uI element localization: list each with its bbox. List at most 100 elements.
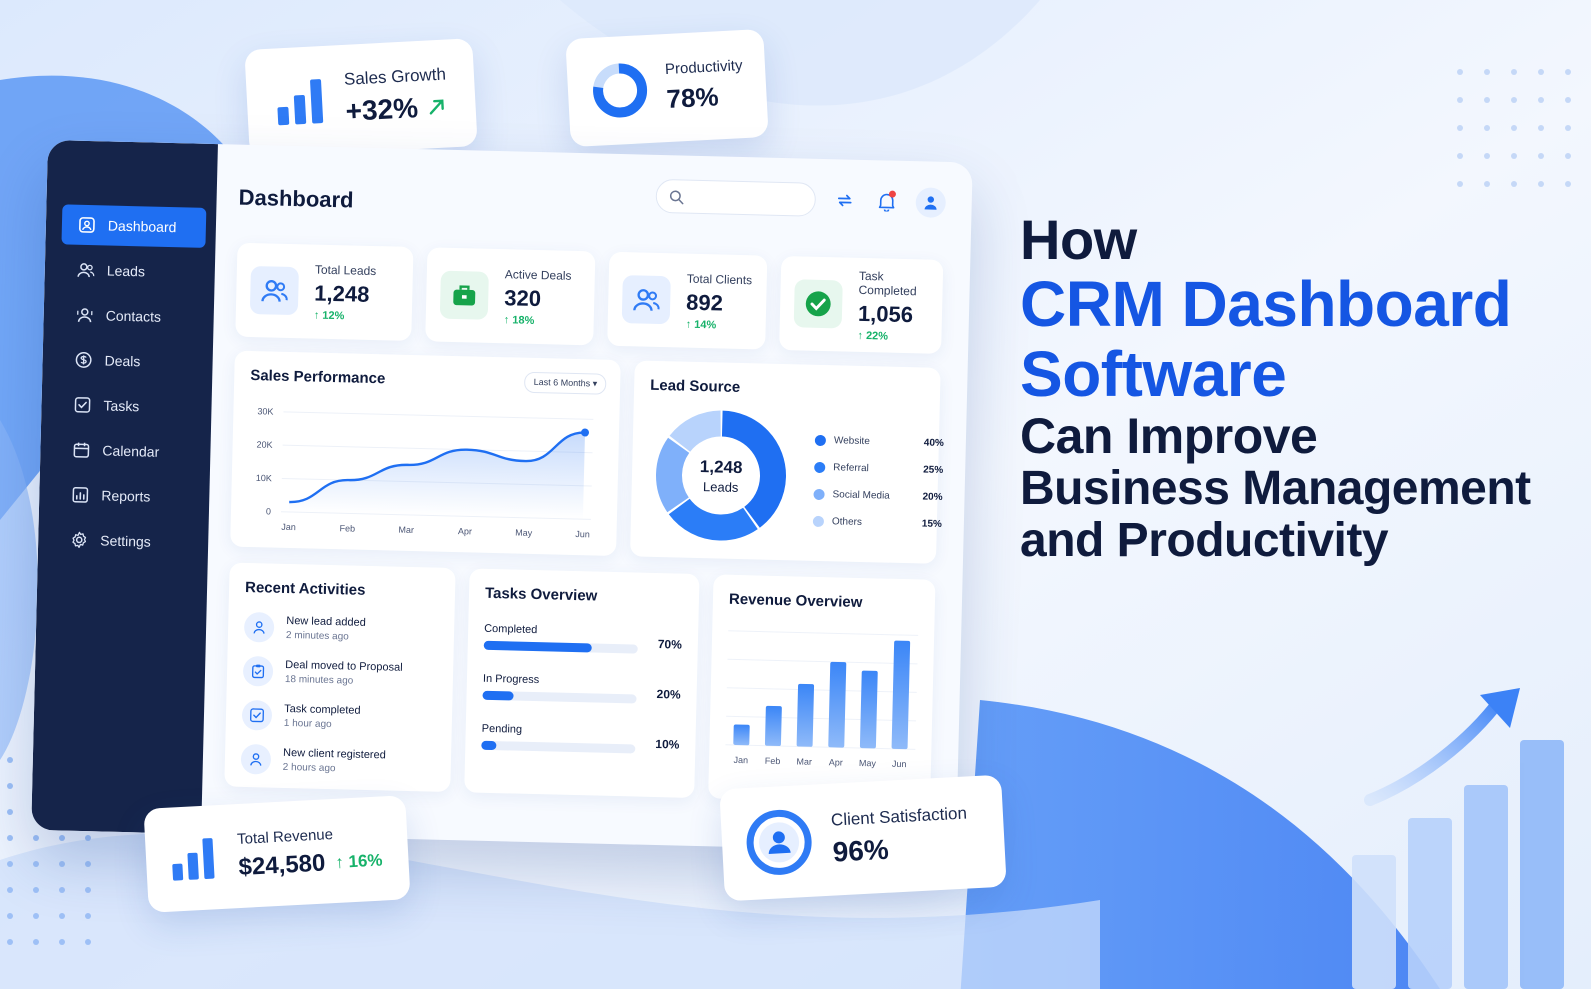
productivity-card: Productivity 78% <box>565 28 769 148</box>
sidebar-item-settings[interactable]: Settings <box>54 519 199 563</box>
client-satisfaction-label: Client Satisfaction <box>830 803 968 830</box>
kpi-card-active-deals[interactable]: Active Deals 320 ↑ 18% <box>425 247 596 346</box>
headline-line-4: Can Improve <box>1020 407 1318 464</box>
sidebar-item-leads[interactable]: Leads <box>60 249 205 293</box>
task-percent: 70% <box>657 637 683 652</box>
donut-icon <box>593 63 648 118</box>
top-bar <box>655 178 947 220</box>
sales-area-fill <box>288 432 586 520</box>
legend-label: Social Media <box>832 489 890 502</box>
productivity-value: 78% <box>665 81 720 115</box>
lead-source-card: Lead Source 1,248 Leads Website 40% Referr… <box>630 360 944 564</box>
sidebar-item-calendar[interactable]: Calendar <box>56 429 201 473</box>
checkbox-icon <box>74 397 91 413</box>
donut-center-label: Leads <box>702 478 739 495</box>
search-icon <box>669 189 684 204</box>
revenue-bar-jun[interactable] <box>891 640 911 750</box>
x-tick-label: Jan <box>281 522 296 532</box>
activity-title: Deal moved to Proposal <box>285 658 403 674</box>
legend-label: Website <box>833 435 870 448</box>
sidebar-item-label: Contacts <box>105 307 162 325</box>
sidebar-item-reports[interactable]: Reports <box>55 474 200 518</box>
donut-slice-referral[interactable] <box>656 410 787 541</box>
kpi-icon-wrap <box>793 279 843 329</box>
kpi-icon-wrap <box>621 275 671 325</box>
users-icon <box>261 280 288 302</box>
lead-source-legend: Website 40% Referral 25% Social Media 20% Othe… <box>812 427 945 538</box>
activity-icon-wrap <box>240 743 272 775</box>
task-progress-row: Completed 70% <box>483 623 683 655</box>
arrow-up-right-icon <box>430 99 445 115</box>
kpi-value: 1,248 <box>314 280 370 307</box>
kpi-card-total-clients[interactable]: Total Clients 892 ↑ 14% <box>607 251 768 350</box>
avatar[interactable] <box>915 187 947 218</box>
refresh-button[interactable] <box>831 187 858 214</box>
legend-item: Referral 25% <box>814 454 944 484</box>
activity-item[interactable]: Task completed 1 hour ago <box>241 693 442 742</box>
total-revenue-value: $24,580 <box>237 849 326 881</box>
lead-source-title: Lead Source <box>649 376 741 396</box>
sales-line-chart: 30K 20K 10K 0 Jan Feb Mar Apr May Jun <box>256 406 594 539</box>
kpi-label: Task Completed <box>858 268 917 298</box>
search-box[interactable] <box>655 178 817 217</box>
briefcase-icon <box>453 285 476 306</box>
legend-swatch <box>813 488 825 501</box>
revenue-bar-may[interactable] <box>859 670 878 749</box>
user-ring-icon <box>746 809 812 875</box>
notifications-button[interactable] <box>873 188 900 215</box>
gear-icon <box>72 531 87 549</box>
kpi-delta: ↑ 22% <box>857 329 889 343</box>
lead-source-donut-chart <box>656 410 787 541</box>
user-icon <box>250 753 262 766</box>
revenue-bar-jan[interactable] <box>733 724 750 746</box>
legend-label: Others <box>831 516 863 528</box>
kpi-label: Total Leads <box>314 262 377 278</box>
activity-time: 2 hours ago <box>282 761 336 775</box>
sidebar-item-label: Reports <box>101 487 151 505</box>
sidebar-item-dashboard[interactable]: Dashboard <box>61 204 207 248</box>
task-progress-track <box>483 640 638 654</box>
donut-slice-social-media[interactable] <box>656 410 787 541</box>
task-progress-track <box>482 690 637 704</box>
kpi-card-total-leads[interactable]: Total Leads 1,248 ↑ 12% <box>235 242 414 341</box>
dashboard-icon <box>79 217 95 233</box>
donut-center-value: 1,248 <box>699 456 743 477</box>
legend-percent: 20% <box>922 491 943 503</box>
donut-slice-website[interactable] <box>656 410 787 541</box>
activity-item[interactable]: New lead added 2 minutes ago <box>243 605 445 654</box>
headline-line-6: and Productivity <box>1020 513 1389 567</box>
activity-item[interactable]: New client registered 2 hours ago <box>240 737 441 786</box>
search-input[interactable] <box>689 189 810 208</box>
headline-line-1: How <box>1020 208 1137 271</box>
y-tick-label: 20K <box>256 440 272 450</box>
sidebar-item-label: Dashboard <box>107 217 177 236</box>
activity-icon-wrap <box>242 655 274 687</box>
task-label: Pending <box>481 722 523 736</box>
recent-activities-title: Recent Activities <box>244 578 366 599</box>
sales-last-point[interactable] <box>581 428 590 437</box>
sales-growth-card: Sales Growth +32% <box>244 38 478 158</box>
calendar-icon <box>73 442 90 458</box>
kpi-label: Total Clients <box>686 271 753 287</box>
checkbox-icon <box>250 708 264 723</box>
task-progress-fill <box>481 740 497 751</box>
sidebar-item-contacts[interactable]: Contacts <box>59 294 204 338</box>
dashboard-window: Dashboard Leads Contacts Deals Tasks Calendar… <box>31 140 973 853</box>
revenue-overview-card: Revenue Overview Jan Feb Mar Apr May Jun <box>708 574 936 804</box>
kpi-value: 892 <box>685 289 724 316</box>
sidebar-item-tasks[interactable]: Tasks <box>57 384 202 428</box>
kpi-card-task-completed[interactable]: Task Completed 1,056 ↑ 22% <box>779 255 944 354</box>
revenue-bar-feb[interactable] <box>764 705 782 747</box>
sidebar-item-deals[interactable]: Deals <box>58 339 203 383</box>
grid-line <box>726 715 917 722</box>
sidebar-item-label: Leads <box>106 262 146 280</box>
revenue-bar-apr[interactable] <box>828 661 847 748</box>
revenue-bar-mar[interactable] <box>796 683 815 747</box>
x-tick-label: Mar <box>398 525 414 535</box>
activity-item[interactable]: Deal moved to Proposal 18 minutes ago <box>242 649 444 698</box>
headline-line-3: Software <box>1020 337 1287 410</box>
activity-title: New client registered <box>282 746 386 762</box>
x-tick-label: May <box>515 528 533 538</box>
activity-time: 18 minutes ago <box>284 673 354 687</box>
total-revenue-delta: ↑ 16% <box>334 850 383 872</box>
